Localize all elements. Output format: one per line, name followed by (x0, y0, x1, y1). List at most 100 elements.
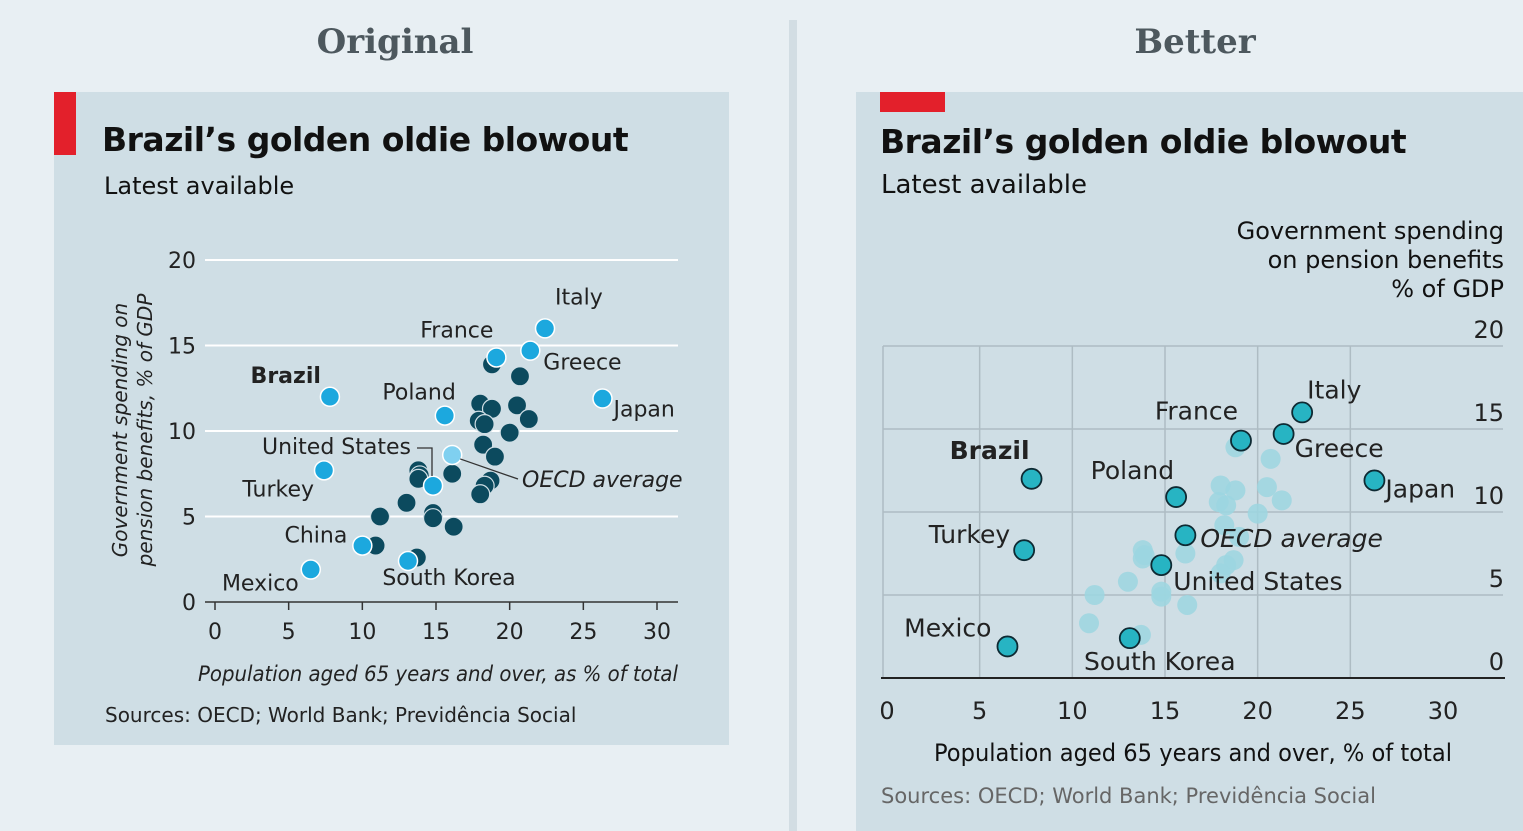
point-united-states (422, 475, 444, 496)
data-point (1260, 448, 1281, 469)
point-united-states (1150, 554, 1173, 577)
label-oecd-average: OECD average (522, 468, 683, 493)
data-point (1216, 495, 1237, 516)
original-chart-panel (54, 92, 729, 745)
label-mexico: Mexico (904, 613, 991, 642)
data-point (1256, 477, 1277, 498)
y-axis-label-line-2: on pension benefits (1268, 246, 1504, 274)
x-tick-label: 30 (643, 620, 671, 645)
data-point (422, 508, 444, 529)
data-point (1225, 480, 1246, 501)
y-axis-label: Government spending on pension benefits, … (108, 293, 157, 568)
better-sources: Sources: OECD; World Bank; Previdência S… (881, 784, 1376, 808)
data-point (499, 422, 520, 443)
label-united-states: United States (262, 435, 411, 460)
point-china (352, 535, 373, 556)
x-tick-label: 15 (1150, 697, 1181, 725)
label-south-korea: South Korea (382, 566, 515, 591)
label-turkey: Turkey (928, 520, 1011, 549)
data-point (474, 414, 495, 435)
y-tick-label: 10 (1473, 482, 1504, 510)
data-point (1117, 571, 1138, 592)
label-greece: Greece (543, 351, 621, 376)
point-japan (592, 388, 613, 409)
data-point (1271, 490, 1292, 511)
original-scatter-chart: 0 5 10 15 20 0 5 10 15 20 25 30 Population aged 65 y… (108, 249, 683, 686)
data-point (1229, 526, 1250, 547)
label-south-korea: South Korea (1084, 647, 1235, 676)
data-point (509, 366, 531, 387)
x-tick-label: 10 (1057, 697, 1088, 725)
point-brazil (319, 386, 341, 408)
leader-line (459, 458, 519, 480)
y-tick-label: 20 (1473, 316, 1504, 344)
heading-original: Original (316, 22, 474, 62)
label-brazil: Brazil (251, 364, 321, 389)
data-point (369, 506, 391, 527)
y-tick-label: 20 (168, 249, 196, 274)
y-axis-label-line-1: Government spending on (108, 303, 132, 557)
data-point (1151, 586, 1172, 607)
better-chart-panel (856, 92, 1523, 831)
label-turkey: Turkey (241, 477, 314, 502)
original-sources: Sources: OECD; World Bank; Previdência S… (105, 703, 577, 727)
x-tick-label: 10 (348, 620, 376, 645)
data-point (1175, 543, 1196, 564)
data-point (1132, 548, 1153, 569)
x-axis-label: Population aged 65 years and over, % of … (934, 739, 1452, 767)
x-tick-label: 0 (879, 697, 894, 725)
data-point (1247, 503, 1268, 524)
x-tick-label: 25 (1335, 697, 1366, 725)
heading-better: Better (1134, 22, 1256, 62)
x-tick-label: 25 (569, 620, 597, 645)
data-point (1210, 563, 1231, 584)
x-tick-label: 5 (972, 697, 987, 725)
label-japan: Japan (1383, 474, 1455, 503)
label-brazil: Brazil (950, 436, 1030, 465)
data-point (1084, 585, 1105, 605)
y-tick-label: 10 (168, 420, 196, 445)
point-japan (1363, 469, 1386, 492)
point-mexico (996, 635, 1019, 658)
label-poland: Poland (382, 381, 455, 406)
label-france: France (1155, 397, 1238, 426)
label-mexico: Mexico (222, 572, 299, 597)
label-japan: Japan (611, 398, 674, 423)
point-greece (1272, 423, 1295, 445)
original-chart-subtitle: Latest available (104, 172, 295, 200)
original-accent-bar (54, 92, 76, 155)
point-poland (1165, 486, 1188, 508)
y-axis-label-line-1: Government spending (1237, 217, 1504, 245)
leader-line (417, 447, 433, 476)
y-tick-label: 15 (168, 335, 196, 360)
data-point (518, 408, 539, 430)
label-china: China (284, 524, 347, 549)
better-scatter-chart: 0 5 10 15 20 0 5 10 15 20 25 30 Population aged 65 y… (879, 217, 1505, 767)
label-france: France (420, 318, 493, 343)
label-poland: Poland (1091, 456, 1174, 485)
data-point (506, 395, 528, 416)
point-turkey (1013, 539, 1036, 562)
point-italy (534, 318, 556, 339)
y-tick-label: 5 (182, 506, 196, 531)
label-italy: Italy (1307, 375, 1361, 404)
point-turkey (313, 460, 335, 481)
data-point (470, 484, 491, 505)
y-tick-label: 0 (1489, 648, 1504, 676)
point-oecd-average (1174, 524, 1197, 547)
better-accent-bar (880, 92, 945, 112)
label-italy: Italy (555, 285, 603, 310)
label-oecd-average: OECD average (1200, 524, 1382, 553)
y-tick-label: 15 (1473, 399, 1504, 427)
data-point (396, 492, 417, 513)
point-south-korea (1118, 627, 1141, 650)
data-point (1079, 613, 1100, 634)
point-oecd-average (441, 444, 463, 466)
data-point (442, 463, 463, 484)
point-france (486, 347, 507, 368)
y-axis-label-line-3: % of GDP (1391, 275, 1504, 303)
y-tick-label: 5 (1489, 565, 1504, 593)
data-point (1214, 515, 1235, 536)
y-tick-label: 0 (182, 591, 196, 616)
x-tick-label: 5 (282, 620, 296, 645)
